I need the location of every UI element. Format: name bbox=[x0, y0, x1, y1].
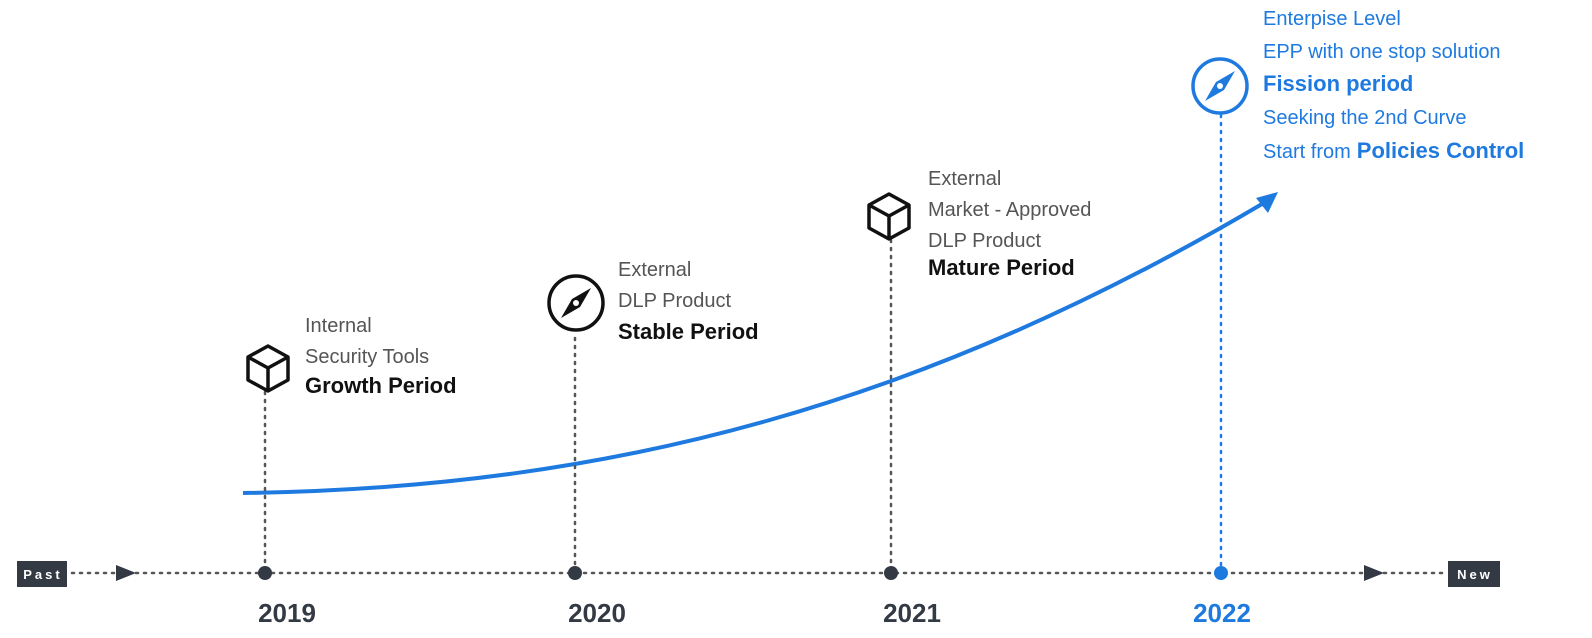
highlight: Policies Control bbox=[1357, 138, 1524, 163]
axis-arrow bbox=[116, 565, 136, 581]
compass-icon bbox=[1191, 57, 1249, 115]
prefix: Start from bbox=[1263, 141, 1351, 163]
milestone-dot bbox=[1214, 566, 1228, 580]
milestone-dot bbox=[884, 566, 898, 580]
milestone-text: DLP Product bbox=[928, 230, 1041, 252]
milestone-text: Market - Approved bbox=[928, 199, 1091, 221]
milestone-text: Seeking the 2nd Curve bbox=[1263, 107, 1466, 129]
curve-arrow bbox=[1256, 192, 1278, 213]
milestone-text: DLP Product bbox=[618, 290, 731, 312]
milestone-text: Start from Policies Control bbox=[1263, 138, 1524, 163]
start-tag bbox=[17, 561, 67, 587]
year: 2021 bbox=[883, 598, 941, 628]
end-tag bbox=[1448, 561, 1500, 587]
milestone-text: Internal bbox=[305, 315, 372, 337]
period: Growth Period bbox=[305, 373, 457, 398]
milestone-text: External bbox=[618, 259, 691, 281]
cube-icon bbox=[246, 344, 290, 393]
period: Fission period bbox=[1263, 71, 1413, 96]
milestone-text: EPP with one stop solution bbox=[1263, 41, 1501, 63]
year: 2020 bbox=[568, 598, 626, 628]
period: Mature Period bbox=[928, 255, 1075, 280]
cube-icon bbox=[867, 192, 911, 241]
milestone-dot bbox=[568, 566, 582, 580]
milestone-text: External bbox=[928, 168, 1001, 190]
period: Stable Period bbox=[618, 319, 759, 344]
milestone-dot bbox=[258, 566, 272, 580]
milestone-text: Security Tools bbox=[305, 346, 429, 368]
start-label: Past bbox=[23, 567, 62, 582]
growth-curve bbox=[242, 202, 1264, 495]
compass-icon bbox=[547, 274, 605, 332]
end-label: New bbox=[1457, 567, 1493, 582]
year: 2022 bbox=[1193, 598, 1251, 628]
year: 2019 bbox=[258, 598, 316, 628]
axis-arrow bbox=[1364, 565, 1384, 581]
milestone-text: Enterpise Level bbox=[1263, 8, 1401, 30]
